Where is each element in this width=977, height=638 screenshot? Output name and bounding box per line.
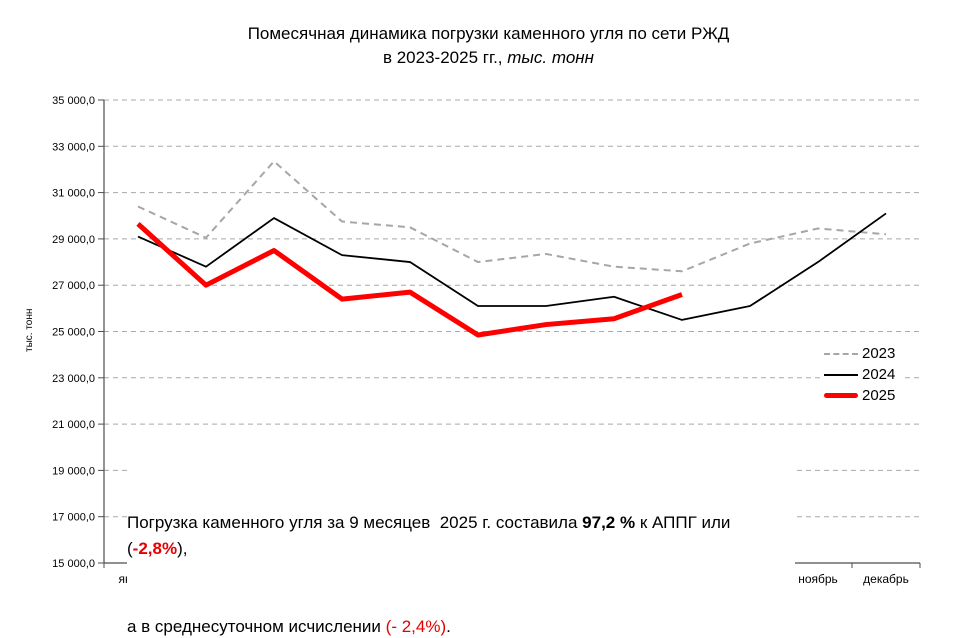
chart-title-line2: в 2023-2025 гг., тыс. тонн bbox=[0, 46, 977, 70]
series-2025-line bbox=[136, 221, 683, 338]
chart-title-line2-text: в 2023-2025 гг., bbox=[382, 48, 508, 67]
legend-label-2024: 2024 bbox=[862, 366, 896, 383]
annotation-l2-end: . bbox=[446, 617, 451, 636]
y-axis-tick-label: 35 000,0 bbox=[52, 95, 95, 107]
chart-legend: 2023 2024 2025 bbox=[820, 341, 902, 408]
annotation-delta-pct: -2,8% bbox=[132, 539, 178, 558]
y-axis-tick-label: 27 000,0 bbox=[52, 280, 95, 292]
annotation-line1: Погрузка каменного угля за 9 месяцев 202… bbox=[127, 510, 795, 562]
annotation-l1-end: ), bbox=[177, 539, 188, 558]
x-axis-month-label: ноябрь bbox=[798, 572, 838, 586]
annotation-l1-mid: к АППГ или ( bbox=[127, 513, 740, 558]
y-axis-tick-label: 29 000,0 bbox=[52, 234, 95, 246]
y-axis-tick-label: 17 000,0 bbox=[52, 512, 95, 524]
series-2024-line bbox=[137, 212, 887, 321]
legend-label-2025: 2025 bbox=[862, 387, 896, 404]
y-axis-tick-label: 25 000,0 bbox=[52, 327, 95, 339]
legend-item-2024: 2024 bbox=[824, 364, 895, 385]
legend-label-2023: 2023 bbox=[862, 345, 896, 362]
y-axis-tick-label: 31 000,0 bbox=[52, 188, 95, 200]
chart-title-units: тыс. тонн bbox=[507, 48, 595, 67]
legend-dashed-line-sample bbox=[824, 352, 858, 355]
x-axis-month-label: декабрь bbox=[863, 572, 909, 586]
y-axis-tick-label: 23 000,0 bbox=[52, 373, 95, 385]
chart-title-line1: Помесячная динамика погрузки каменного у… bbox=[247, 24, 730, 43]
annotation-l1-text: Погрузка каменного угля за 9 месяцев 202… bbox=[127, 513, 583, 532]
annotation-pct-appg: 97,2 % bbox=[582, 513, 636, 532]
legend-solid-line-sample bbox=[824, 373, 858, 376]
y-axis-tick-label: 21 000,0 bbox=[52, 419, 95, 431]
annotation-line2: а в среднесуточном исчислении (- 2,4%). bbox=[127, 614, 795, 638]
legend-item-2025: 2025 bbox=[824, 385, 895, 406]
legend-item-2023: 2023 bbox=[824, 343, 895, 364]
series-2023-line bbox=[137, 160, 887, 273]
annotation-text: Погрузка каменного угля за 9 месяцев 202… bbox=[127, 458, 795, 638]
y-axis-tick-label: 33 000,0 bbox=[52, 141, 95, 153]
annotation-l2-text: а в среднесуточном исчислении bbox=[127, 617, 386, 636]
y-axis-tick-label: 19 000,0 bbox=[52, 465, 95, 477]
chart-title: Помесячная динамика погрузки каменного у… bbox=[0, 22, 977, 70]
legend-thick-red-line-sample bbox=[824, 393, 858, 398]
annotation-avg-daily-delta: (- 2,4%) bbox=[385, 617, 447, 636]
y-axis-tick-label: 15 000,0 bbox=[52, 558, 95, 570]
